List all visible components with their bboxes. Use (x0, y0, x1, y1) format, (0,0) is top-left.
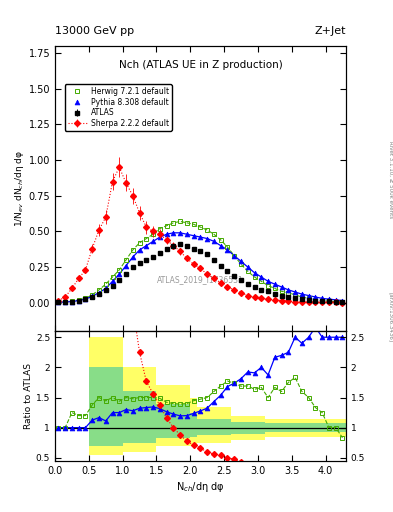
Herwig 7.2.1 default (219, 237, 223, 243)
Herwig 7.2.1 default (279, 288, 284, 294)
Herwig 7.2.1 default (211, 231, 216, 238)
Herwig 7.2.1 default (239, 261, 243, 267)
Text: 13000 GeV pp: 13000 GeV pp (55, 26, 134, 36)
Pythia 8.308 default (83, 296, 88, 302)
Herwig 7.2.1 default (306, 295, 311, 302)
Pythia 8.308 default (340, 297, 345, 304)
Herwig 7.2.1 default (272, 285, 277, 291)
Herwig 7.2.1 default (83, 295, 88, 302)
Pythia 8.308 default (225, 247, 230, 253)
Herwig 7.2.1 default (232, 252, 237, 259)
Pythia 8.308 default (252, 270, 257, 276)
Pythia 8.308 default (158, 234, 162, 240)
Herwig 7.2.1 default (293, 292, 298, 298)
Herwig 7.2.1 default (327, 298, 331, 304)
Pythia 8.308 default (90, 293, 95, 300)
Text: Z+Jet: Z+Jet (314, 26, 346, 36)
Pythia 8.308 default (198, 234, 203, 240)
Herwig 7.2.1 default (164, 223, 169, 229)
Pythia 8.308 default (56, 299, 61, 305)
Herwig 7.2.1 default (97, 287, 101, 293)
X-axis label: N$_{ch}$/dη dφ: N$_{ch}$/dη dφ (176, 480, 225, 494)
Pythia 8.308 default (299, 291, 304, 297)
Herwig 7.2.1 default (178, 218, 182, 224)
Pythia 8.308 default (130, 254, 135, 260)
Herwig 7.2.1 default (205, 227, 209, 233)
Pythia 8.308 default (219, 243, 223, 249)
Herwig 7.2.1 default (225, 244, 230, 250)
Pythia 8.308 default (185, 231, 189, 238)
Herwig 7.2.1 default (313, 297, 318, 303)
Pythia 8.308 default (313, 294, 318, 300)
Pythia 8.308 default (164, 231, 169, 238)
Herwig 7.2.1 default (117, 267, 121, 273)
Text: Nch (ATLAS UE in Z production): Nch (ATLAS UE in Z production) (119, 60, 282, 70)
Y-axis label: Ratio to ATLAS: Ratio to ATLAS (24, 363, 33, 429)
Pythia 8.308 default (70, 298, 74, 305)
Pythia 8.308 default (76, 297, 81, 304)
Herwig 7.2.1 default (56, 299, 61, 305)
Herwig 7.2.1 default (151, 231, 156, 238)
Pythia 8.308 default (293, 289, 298, 295)
Pythia 8.308 default (232, 252, 237, 259)
Text: Rivet 3.1.10, ≥ 500k events: Rivet 3.1.10, ≥ 500k events (389, 141, 393, 218)
Pythia 8.308 default (286, 287, 291, 293)
Herwig 7.2.1 default (90, 292, 95, 298)
Text: ATLAS_2019_I1736531: ATLAS_2019_I1736531 (157, 275, 244, 284)
Herwig 7.2.1 default (286, 290, 291, 296)
Herwig 7.2.1 default (299, 294, 304, 300)
Pythia 8.308 default (63, 299, 68, 305)
Herwig 7.2.1 default (198, 224, 203, 230)
Herwig 7.2.1 default (252, 274, 257, 280)
Herwig 7.2.1 default (245, 268, 250, 274)
Pythia 8.308 default (333, 297, 338, 303)
Pythia 8.308 default (137, 247, 142, 253)
Herwig 7.2.1 default (266, 283, 270, 289)
Pythia 8.308 default (191, 232, 196, 239)
Pythia 8.308 default (259, 274, 264, 280)
Herwig 7.2.1 default (259, 278, 264, 284)
Herwig 7.2.1 default (130, 247, 135, 253)
Legend: Herwig 7.2.1 default, Pythia 8.308 default, ATLAS, Sherpa 2.2.2 default: Herwig 7.2.1 default, Pythia 8.308 defau… (65, 84, 172, 131)
Pythia 8.308 default (97, 290, 101, 296)
Herwig 7.2.1 default (185, 220, 189, 226)
Herwig 7.2.1 default (171, 220, 176, 226)
Y-axis label: 1/N$_{ev}$ dN$_{ch}$/dη dφ: 1/N$_{ev}$ dN$_{ch}$/dη dφ (13, 150, 26, 227)
Herwig 7.2.1 default (137, 240, 142, 246)
Pythia 8.308 default (151, 238, 156, 244)
Pythia 8.308 default (245, 264, 250, 270)
Pythia 8.308 default (103, 285, 108, 291)
Pythia 8.308 default (117, 271, 121, 278)
Herwig 7.2.1 default (144, 236, 149, 242)
Herwig 7.2.1 default (124, 257, 129, 263)
Herwig 7.2.1 default (63, 299, 68, 305)
Herwig 7.2.1 default (103, 281, 108, 287)
Line: Herwig 7.2.1 default: Herwig 7.2.1 default (56, 219, 345, 305)
Herwig 7.2.1 default (76, 297, 81, 303)
Pythia 8.308 default (306, 292, 311, 298)
Herwig 7.2.1 default (320, 297, 325, 304)
Pythia 8.308 default (124, 263, 129, 269)
Line: Pythia 8.308 default: Pythia 8.308 default (56, 230, 345, 305)
Text: [arXiv:1306.3436]: [arXiv:1306.3436] (389, 292, 393, 343)
Pythia 8.308 default (110, 278, 115, 284)
Herwig 7.2.1 default (191, 221, 196, 227)
Pythia 8.308 default (178, 230, 182, 236)
Pythia 8.308 default (144, 243, 149, 249)
Herwig 7.2.1 default (70, 298, 74, 304)
Pythia 8.308 default (266, 278, 270, 284)
Herwig 7.2.1 default (110, 274, 115, 280)
Herwig 7.2.1 default (340, 299, 345, 305)
Pythia 8.308 default (327, 296, 331, 302)
Pythia 8.308 default (272, 281, 277, 287)
Pythia 8.308 default (211, 238, 216, 244)
Herwig 7.2.1 default (333, 298, 338, 305)
Pythia 8.308 default (279, 284, 284, 290)
Pythia 8.308 default (320, 295, 325, 302)
Pythia 8.308 default (171, 230, 176, 236)
Pythia 8.308 default (205, 236, 209, 242)
Herwig 7.2.1 default (158, 225, 162, 231)
Pythia 8.308 default (239, 258, 243, 264)
